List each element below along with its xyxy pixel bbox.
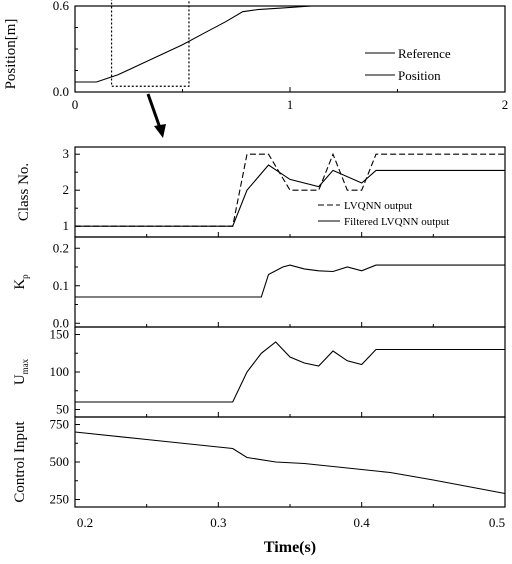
- umax-ytick-label-1: 100: [50, 364, 70, 379]
- legend-label-reference: Reference: [398, 46, 451, 61]
- control-ytick-label-0: 250: [50, 492, 70, 507]
- kp-plot-frame: [74, 236, 506, 328]
- legend-label-lvqnn: LVQNN output: [344, 200, 412, 212]
- kp-series: [75, 264, 505, 298]
- kp-ylabel-subscript: p: [20, 274, 30, 279]
- control-series: [74, 431, 506, 495]
- control-xtick-label-2: 0.4: [354, 515, 371, 530]
- legend-label-position: Position: [398, 68, 441, 83]
- control-ytick-label-2: 750: [50, 417, 70, 432]
- class-ytick-label-0: 1: [63, 218, 70, 233]
- umax-ylabel: Umax: [12, 358, 30, 385]
- control-xtick-label-0: 0.2: [77, 515, 93, 530]
- umax-plot-frame: [74, 326, 506, 418]
- class-series-filtered: [75, 164, 505, 227]
- top-series-position: [75, 5, 312, 83]
- control-xtick-label-3: 0.5: [489, 515, 505, 530]
- zoom-arrow-line: [146, 93, 162, 129]
- top-xtick-label-1: 1: [287, 97, 294, 112]
- kp-ytick-label-0: 0.0: [53, 315, 69, 330]
- legend-label-filtered: Filtered LVQNN output: [344, 216, 449, 228]
- top-xtick-label-0: 0: [72, 97, 79, 112]
- control-ylabel: Control Input: [12, 421, 28, 503]
- umax-series: [75, 341, 505, 403]
- kp-ytick-label-2: 0.2: [53, 240, 69, 255]
- control-ytick-label-1: 500: [50, 454, 70, 469]
- umax-ytick-label-0: 50: [56, 402, 69, 417]
- top-ylabel: Position[m]: [3, 19, 19, 90]
- top-ytick-label-0: 0.0: [53, 84, 69, 99]
- zoom-arrow-head: [154, 124, 166, 138]
- control-xlabel: Time(s): [264, 539, 316, 556]
- class-ylabel: Class No.: [16, 163, 32, 221]
- control-xtick-label-1: 0.3: [210, 515, 226, 530]
- zoom-box: [110, 0, 190, 87]
- kp-ylabel: Kp: [12, 274, 30, 290]
- top-ytick-label-1: 0.6: [53, 0, 70, 13]
- kp-ytick-label-1: 0.1: [53, 278, 69, 293]
- control-plot-frame: [74, 416, 506, 508]
- top-xtick-label-2: 2: [502, 97, 509, 112]
- umax-ytick-label-2: 150: [50, 327, 70, 342]
- umax-ylabel-subscript: max: [20, 358, 30, 374]
- class-ytick-label-2: 3: [63, 146, 70, 161]
- class-ytick-label-1: 2: [63, 182, 70, 197]
